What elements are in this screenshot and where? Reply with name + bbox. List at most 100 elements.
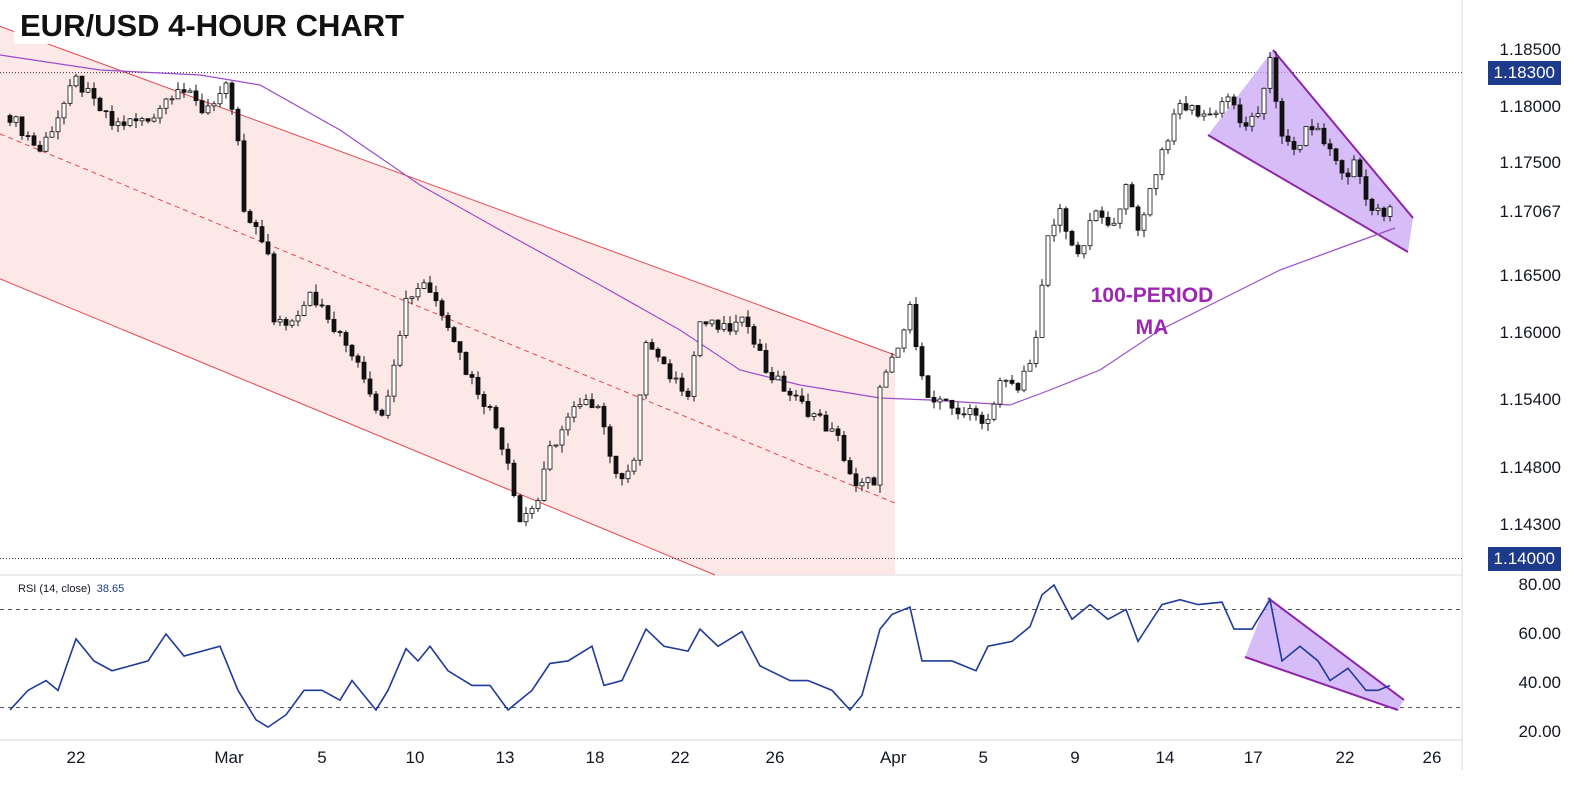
candle: [823, 410, 829, 432]
candle-body: [19, 116, 25, 136]
candle: [61, 101, 67, 125]
candle: [589, 393, 595, 409]
candle-body: [451, 327, 457, 342]
candle-body: [313, 291, 319, 306]
wedge-upper-line: [1272, 49, 1414, 219]
candle: [769, 366, 775, 384]
candle: [349, 343, 355, 361]
candle: [445, 312, 451, 331]
candle: [271, 251, 277, 326]
candle-body: [1015, 382, 1021, 391]
candle: [1081, 245, 1087, 259]
candle-body: [1081, 245, 1087, 255]
candle-body: [523, 513, 529, 523]
candle: [1285, 128, 1291, 146]
candle: [625, 464, 631, 483]
rsi-legend-value: 38.65: [96, 583, 125, 595]
candle: [1069, 229, 1075, 247]
candle: [655, 347, 661, 362]
candle: [379, 408, 385, 417]
candle-body: [265, 241, 271, 255]
falling-wedge-fill: [1208, 50, 1413, 252]
candle-body: [463, 351, 469, 375]
candle: [505, 443, 511, 471]
candle: [1297, 145, 1303, 153]
candle-body: [1183, 103, 1189, 111]
price-tick-label: 1.16500: [1499, 266, 1561, 285]
descending-channel-fill: [0, 26, 895, 575]
candle-body: [109, 111, 115, 126]
candle-body: [1249, 115, 1255, 127]
candle-body: [631, 459, 637, 472]
candle: [535, 497, 541, 512]
candle-body: [703, 321, 709, 325]
candle: [757, 338, 763, 352]
candle: [661, 355, 667, 365]
price-tick-label: 1.14300: [1499, 514, 1561, 534]
candle-body: [1357, 159, 1363, 178]
candle-body: [733, 321, 739, 332]
candle-body: [1369, 198, 1375, 211]
candle-body: [1027, 363, 1033, 372]
candle: [1339, 159, 1345, 180]
candle-body: [955, 407, 961, 415]
candle: [193, 84, 199, 106]
candle: [1045, 235, 1051, 288]
price-tick-label: 1.15400: [1499, 390, 1561, 410]
candle: [37, 140, 43, 153]
time-tick-label: 10: [405, 748, 425, 767]
candle: [895, 347, 901, 358]
candle: [229, 81, 235, 115]
candle: [853, 467, 859, 493]
candle-body: [1141, 214, 1147, 231]
candle-body: [1243, 122, 1249, 127]
candle-body: [1345, 172, 1351, 178]
candle: [391, 359, 397, 403]
candle: [373, 390, 379, 414]
candle: [307, 291, 313, 307]
candle: [1063, 206, 1069, 240]
candle: [523, 506, 529, 527]
candle: [181, 82, 187, 98]
candle-body: [1069, 230, 1075, 246]
candle: [817, 409, 823, 418]
candle: [73, 73, 79, 88]
candle: [217, 85, 223, 108]
candle: [1075, 241, 1081, 257]
candle-body: [1207, 113, 1213, 116]
candle: [1129, 181, 1135, 208]
candle-body: [973, 408, 979, 416]
candle: [409, 296, 415, 305]
candle-body: [277, 319, 283, 323]
candle: [385, 389, 391, 419]
candle-body: [997, 380, 1003, 405]
candle: [979, 411, 985, 430]
candle-body: [1165, 140, 1171, 151]
candle: [721, 316, 727, 332]
candle: [235, 106, 241, 146]
candle: [1111, 217, 1117, 227]
candle-body: [865, 477, 871, 483]
candle: [1315, 122, 1321, 131]
candle: [433, 285, 439, 307]
candle: [973, 405, 979, 421]
candle: [127, 118, 133, 128]
candle: [751, 323, 757, 349]
candle: [1243, 116, 1249, 131]
candle: [301, 301, 307, 317]
candle-body: [721, 323, 727, 330]
candle-body: [571, 406, 577, 418]
candle: [559, 425, 565, 453]
candle: [463, 351, 469, 376]
candle-body: [295, 315, 301, 322]
candle: [253, 219, 259, 235]
candle: [1099, 206, 1105, 224]
candle: [241, 133, 247, 213]
candle: [889, 353, 895, 373]
candle-body: [607, 426, 613, 457]
candle-body: [427, 282, 433, 293]
candle-body: [325, 305, 331, 320]
candle-body: [55, 117, 61, 133]
candle: [91, 82, 97, 106]
candle-body: [247, 210, 253, 223]
